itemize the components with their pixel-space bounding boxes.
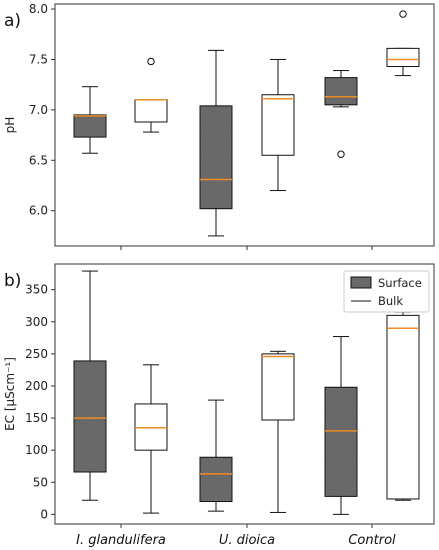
panel-label: a) <box>4 11 21 31</box>
y-tick-label: 6.0 <box>29 204 48 218</box>
surface-box-1 <box>199 399 233 512</box>
bulk-box-0 <box>134 364 168 514</box>
x-category-label: Control <box>348 533 396 548</box>
y-tick-label: 150 <box>25 411 48 425</box>
y-tick-label: 350 <box>25 283 48 297</box>
surface-box-1 <box>199 49 233 237</box>
bulk-box-0 <box>134 57 168 133</box>
bulk-box-1 <box>261 350 295 513</box>
legend: Surface Bulk <box>343 270 430 313</box>
outlier-point <box>147 57 155 66</box>
legend-label: Bulk <box>378 294 403 308</box>
y-tick-label: 100 <box>25 443 48 457</box>
box-body <box>386 314 420 500</box>
box-body <box>261 94 295 156</box>
axes-frame <box>54 263 435 525</box>
legend-label: Surface <box>378 276 422 290</box>
bulk-box-2 <box>386 311 420 501</box>
surface-box-2 <box>324 70 358 158</box>
x-category-label: U. dioica <box>219 533 275 548</box>
y-tick-label: 7.0 <box>29 103 48 117</box>
box-body <box>199 105 233 210</box>
y-tick-label: 200 <box>25 379 48 393</box>
panel-label: b) <box>4 271 21 291</box>
box-body <box>324 386 358 497</box>
y-tick-label: 8.0 <box>29 2 48 16</box>
box-body <box>261 353 295 421</box>
y-axis-label: EC [μScm⁻¹] <box>3 357 17 431</box>
box-body <box>386 47 420 68</box>
y-tick-label: 250 <box>25 347 48 361</box>
surface-box-2 <box>324 336 358 515</box>
x-category-label: I. glandulifera <box>76 533 166 548</box>
y-tick-label: 7.5 <box>29 52 48 66</box>
outlier-point <box>337 150 345 158</box>
box-body <box>324 77 358 106</box>
surface-box-0 <box>73 86 107 154</box>
box-body <box>199 456 233 503</box>
box-body <box>134 99 168 123</box>
panel-ph: 6.0 6.5 7.0 7.5 8.0 a) pH <box>3 2 435 250</box>
surface-box-0 <box>73 270 107 501</box>
outlier-point <box>399 10 407 18</box>
bulk-box-1 <box>261 58 295 192</box>
y-axis-label: pH <box>3 117 17 134</box>
y-tick-label: 300 <box>25 315 48 329</box>
y-tick-label: 50 <box>33 475 48 489</box>
y-tick-label: 6.5 <box>29 153 48 167</box>
axes-frame <box>54 3 435 247</box>
box-body <box>73 360 107 473</box>
box-body <box>73 114 107 138</box>
legend-swatch-surface <box>350 276 372 289</box>
y-tick-label: 0 <box>40 507 48 521</box>
bulk-box-2 <box>386 10 420 77</box>
panel-ec: 0 50 100 150 200 250 300 350 b) EC [μScm⁻¹] I. gla… <box>3 263 435 548</box>
